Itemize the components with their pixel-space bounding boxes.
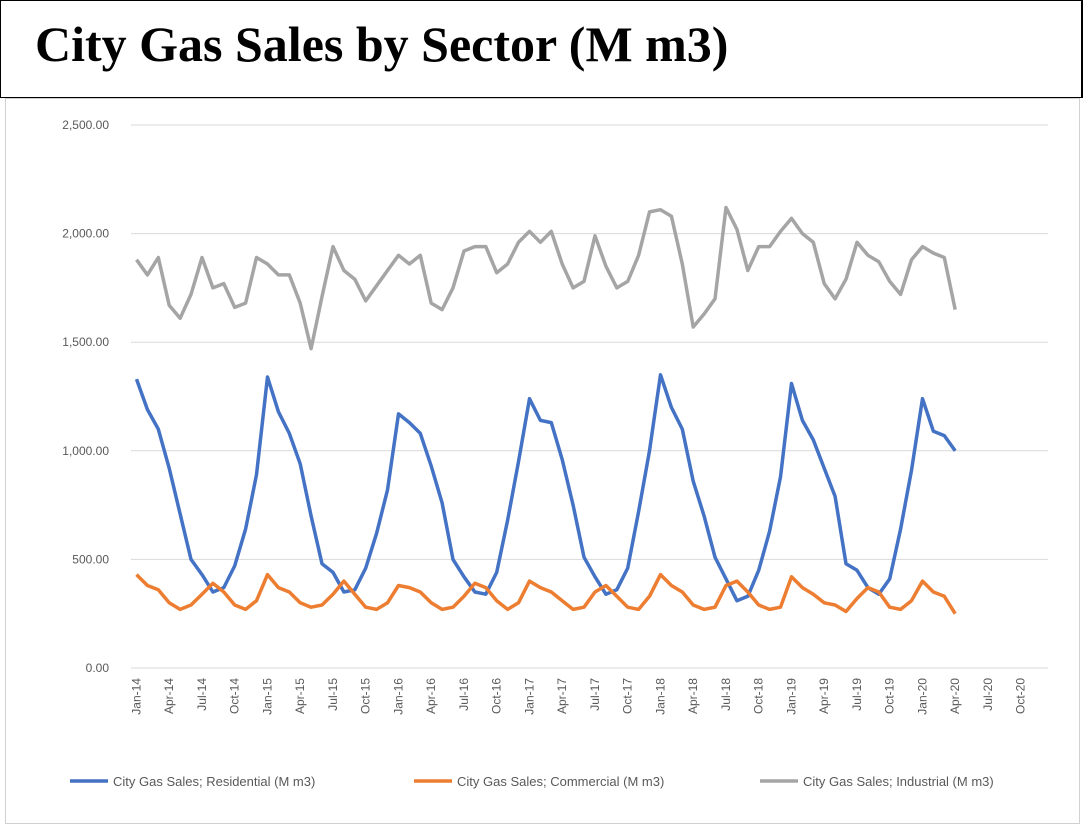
chart-title: City Gas Sales by Sector (M m3)	[35, 16, 729, 72]
x-tick-label: Jul-14	[195, 678, 209, 711]
chart-frame	[5, 98, 1080, 824]
title-box: City Gas Sales by Sector (M m3)	[0, 0, 1083, 98]
y-tick-label: 1,500.00	[62, 335, 109, 349]
y-tick-label: 0.00	[86, 661, 110, 675]
x-tick-label: Oct-18	[752, 678, 766, 714]
y-tick-label: 500.00	[72, 552, 109, 566]
legend-label: City Gas Sales; Residential (M m3)	[113, 774, 315, 789]
series-line	[135, 572, 957, 615]
x-tick-label: Apr-15	[293, 678, 307, 714]
x-tick-label: Oct-15	[359, 678, 373, 714]
x-tick-label: Jul-17	[588, 678, 602, 711]
y-tick-label: 2,000.00	[62, 227, 109, 241]
x-tick-label: Apr-18	[686, 678, 700, 714]
series-1	[135, 572, 957, 615]
series-line	[134, 373, 957, 603]
x-tick-label: Apr-16	[424, 678, 438, 714]
y-tick-label: 1,000.00	[62, 444, 109, 458]
y-tick-label: 2,500.00	[62, 118, 109, 132]
x-tick-label: Jan-20	[915, 678, 929, 715]
series-line	[135, 205, 957, 351]
x-tick-label: Apr-20	[948, 678, 962, 714]
x-tick-label: Jan-14	[129, 678, 143, 715]
legend-label: City Gas Sales; Commercial (M m3)	[457, 774, 664, 789]
x-tick-label: Oct-20	[1014, 678, 1028, 714]
x-tick-label: Jul-19	[850, 678, 864, 711]
x-tick-label: Jan-18	[653, 678, 667, 715]
series-0	[134, 373, 957, 603]
x-tick-label: Apr-14	[162, 678, 176, 714]
x-tick-label: Oct-16	[490, 678, 504, 714]
x-tick-label: Jul-15	[326, 678, 340, 711]
x-tick-label: Jul-16	[457, 678, 471, 711]
x-tick-label: Oct-19	[883, 678, 897, 714]
x-tick-label: Oct-17	[621, 678, 635, 714]
x-tick-label: Jul-20	[981, 678, 995, 711]
legend-label: City Gas Sales; Industrial (M m3)	[803, 774, 994, 789]
x-tick-label: Jan-17	[522, 678, 536, 715]
x-tick-label: Jul-18	[719, 678, 733, 711]
x-tick-label: Apr-17	[555, 678, 569, 714]
series-2	[135, 205, 957, 351]
x-tick-label: Oct-14	[228, 678, 242, 714]
x-tick-label: Apr-19	[817, 678, 831, 714]
x-tick-label: Jan-19	[784, 678, 798, 715]
x-tick-label: Jan-15	[260, 678, 274, 715]
x-tick-label: Jan-16	[391, 678, 405, 715]
